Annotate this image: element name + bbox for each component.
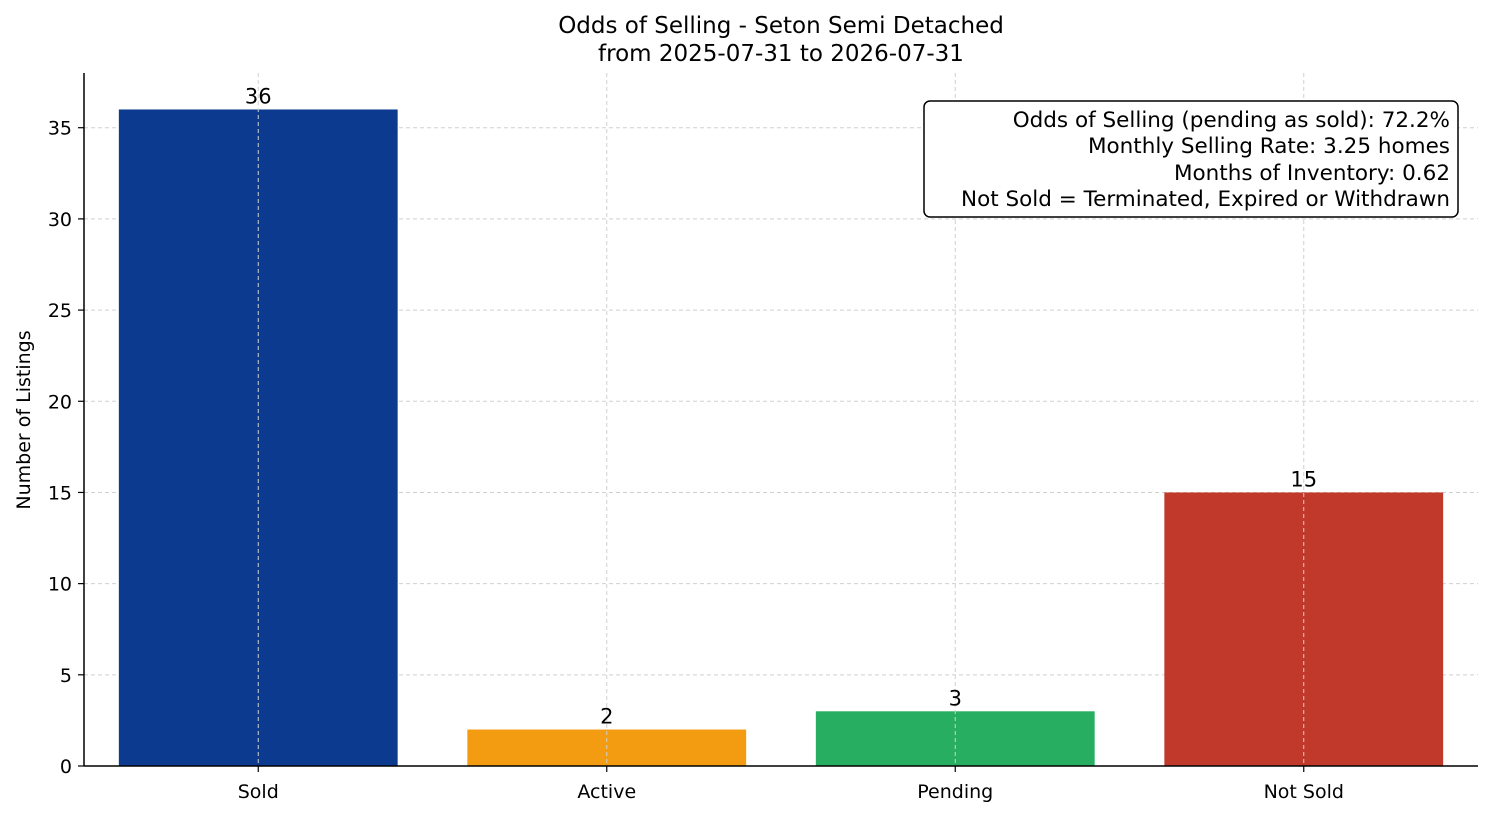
chart-subtitle: from 2025-07-31 to 2026-07-31 (598, 41, 964, 67)
y-tick-label: 15 (48, 482, 72, 504)
info-box-frame (923, 100, 1459, 218)
info-line-rate: Monthly Selling Rate: 3.25 homes (1088, 134, 1450, 159)
chart-title: Odds of Selling - Seton Semi Detached (558, 13, 1004, 39)
data-label: 3 (949, 686, 962, 710)
info-line-not-sold-def: Not Sold = Terminated, Expired or Withdr… (961, 187, 1450, 212)
data-label: 2 (600, 705, 613, 729)
x-tick-label: Not Sold (1264, 781, 1344, 803)
x-tick-label: Pending (917, 781, 993, 803)
y-tick-label: 10 (48, 574, 72, 596)
x-tick-label: Sold (238, 781, 279, 803)
data-label: 15 (1290, 467, 1317, 491)
info-line-odds: Odds of Selling (pending as sold): 72.2% (1013, 108, 1450, 133)
y-tick-label: 20 (48, 391, 72, 413)
y-tick-label: 30 (48, 209, 72, 231)
y-tick-label: 35 (48, 118, 72, 140)
x-tick-label: Active (577, 781, 636, 803)
axes-layer (78, 73, 1478, 772)
info-line-inventory: Months of Inventory: 0.62 (1174, 161, 1450, 186)
data-label: 36 (245, 84, 272, 108)
labels-layer: 0 5 10 15 20 25 30 35 36 Sold 2 Active 3 Pending 15 Not… (48, 84, 1344, 803)
y-tick-label: 0 (60, 756, 72, 778)
y-tick-label: 5 (60, 665, 72, 687)
y-axis-label: Number of Listings (13, 330, 35, 509)
info-box: Odds of Selling (pending as sold): 72.2%… (923, 100, 1459, 218)
y-tick-label: 25 (48, 300, 72, 322)
